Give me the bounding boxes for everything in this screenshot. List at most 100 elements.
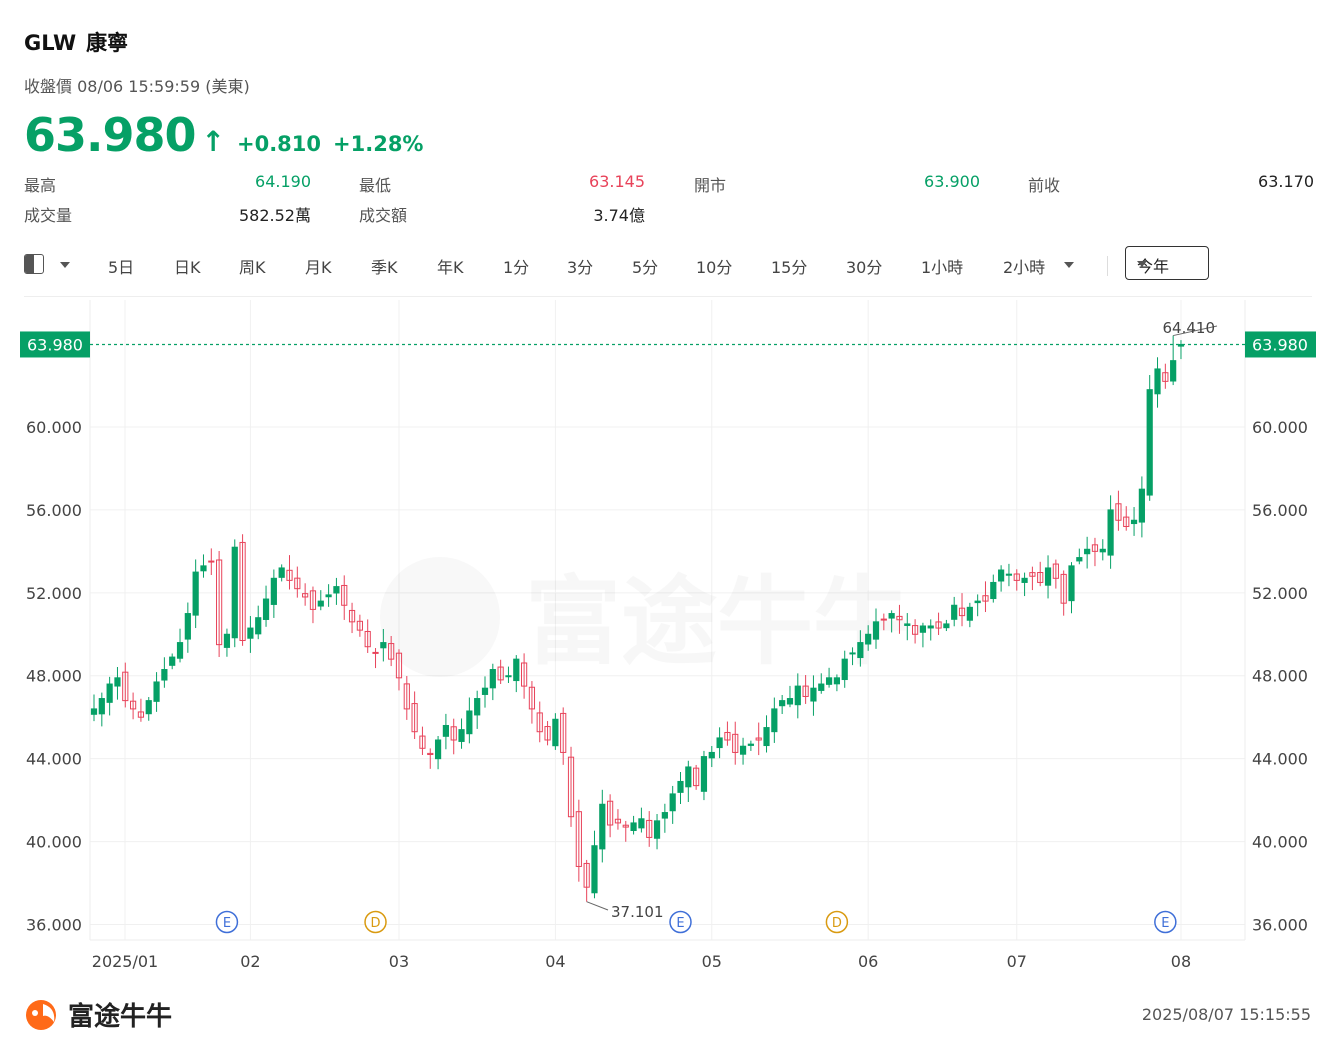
candle-body [935, 621, 942, 629]
candle-body [372, 651, 379, 654]
capture-timestamp: 2025/08/07 15:15:55 [1141, 1005, 1311, 1024]
candle-body [239, 541, 246, 641]
candle-body [841, 658, 848, 681]
candle-body [1154, 368, 1161, 395]
candle-body [442, 724, 449, 737]
tab-month-k[interactable]: 月K [305, 258, 332, 277]
candle-body [200, 565, 207, 572]
candle-body [677, 780, 684, 793]
candle-body [231, 546, 238, 639]
candle-body [708, 751, 715, 759]
event-marker-label: E [676, 916, 684, 931]
tab-15min[interactable]: 15分 [771, 258, 808, 277]
y-tick-label-right: 52.000 [1252, 584, 1308, 603]
candle-body [489, 669, 496, 689]
arrow-up-icon: ↑ [201, 125, 225, 158]
candle-body [560, 712, 567, 753]
x-tick-label: 08 [1171, 952, 1191, 971]
prev-close-label: 前收 [1028, 176, 1061, 195]
candle-body [1029, 572, 1036, 577]
tab-2hour[interactable]: 2小時 [1003, 258, 1046, 277]
candle-body [1084, 548, 1091, 555]
candle-body [169, 656, 176, 666]
candle-body [747, 743, 754, 746]
candle-body [192, 571, 199, 616]
candle-body [1076, 557, 1083, 562]
candle-body [591, 845, 598, 894]
candle-body [771, 708, 778, 733]
candle-body [278, 567, 285, 578]
open-value: 63.900 [924, 172, 980, 191]
candle-body [450, 726, 457, 741]
dividend-marker [364, 910, 387, 934]
tab-30min[interactable]: 30分 [846, 258, 883, 277]
range-select[interactable]: 今年 [1125, 246, 1209, 280]
candle-body [927, 625, 934, 629]
candle-body [270, 577, 277, 605]
chevron-down-icon [1137, 261, 1147, 267]
candle-body [403, 683, 410, 710]
candle-body [395, 652, 403, 679]
candle-body [130, 700, 137, 710]
tab-10min[interactable]: 10分 [696, 258, 733, 277]
tab-week-k[interactable]: 周K [239, 258, 266, 277]
candle-body [810, 687, 817, 702]
logo-text: 富途牛牛 [68, 1002, 173, 1032]
candle-body [505, 675, 512, 678]
candle-body [1107, 509, 1114, 556]
candle-body [724, 731, 731, 741]
candle-body [904, 623, 911, 626]
y-tick-label-left: 36.000 [26, 916, 82, 935]
candlestick-chart[interactable]: 60.000 60.000 56.000 56.000 52.000 52.000 48.0… [0, 0, 1335, 990]
tab-5min[interactable]: 5分 [632, 258, 659, 277]
candle-body [474, 698, 481, 716]
price-change: +0.810 [236, 132, 322, 156]
candle-body [880, 618, 887, 621]
dividend-marker [825, 910, 849, 934]
candle-body [567, 756, 575, 818]
tab-1hour[interactable]: 1小時 [921, 258, 964, 277]
y-tick-label-right: 44.000 [1252, 750, 1308, 769]
candle-body [755, 737, 762, 741]
candle-body [419, 735, 426, 749]
candle-body [1021, 577, 1028, 583]
candle-body [716, 737, 723, 749]
candle-body [646, 819, 653, 838]
candle-body [513, 658, 520, 682]
x-tick-label: 07 [1007, 952, 1027, 971]
tab-1min[interactable]: 1分 [503, 258, 530, 277]
candle-body [262, 598, 270, 620]
candle-body [286, 569, 293, 581]
candle-body [356, 620, 363, 631]
candle-body [1123, 516, 1130, 527]
last-price-tag-left [20, 331, 90, 358]
candle-body [98, 698, 105, 715]
candle-body [255, 617, 262, 635]
candle-body [216, 559, 223, 646]
y-tick-label-left: 40.000 [26, 833, 82, 852]
tab-quarter-k[interactable]: 季K [371, 258, 398, 277]
candle-body [982, 595, 989, 602]
candle-body [732, 733, 739, 753]
last-price: 63.980 [24, 108, 197, 162]
tab-3min[interactable]: 3分 [567, 258, 594, 277]
y-tick-label-left: 56.000 [26, 501, 82, 520]
candle-body [521, 662, 528, 687]
candle-body [802, 685, 809, 697]
tab-year-k[interactable]: 年K [437, 258, 464, 277]
candle-body [700, 756, 708, 792]
layout-dropdown-icon[interactable] [60, 262, 70, 268]
x-tick-label: 02 [240, 952, 260, 971]
layout-toggle-icon[interactable] [24, 254, 44, 274]
candle-body [1044, 567, 1052, 586]
chevron-down-icon[interactable] [1064, 262, 1074, 268]
candle-body [145, 700, 152, 715]
open-label: 開市 [694, 176, 727, 195]
candle-body [630, 822, 637, 831]
tab-5d[interactable]: 5日 [108, 258, 135, 277]
candle-body [364, 630, 371, 648]
candle-body [247, 627, 254, 639]
page-title: GLW 康寧 [24, 27, 128, 57]
tab-day-k[interactable]: 日K [174, 258, 201, 277]
candle-body [1130, 519, 1138, 525]
